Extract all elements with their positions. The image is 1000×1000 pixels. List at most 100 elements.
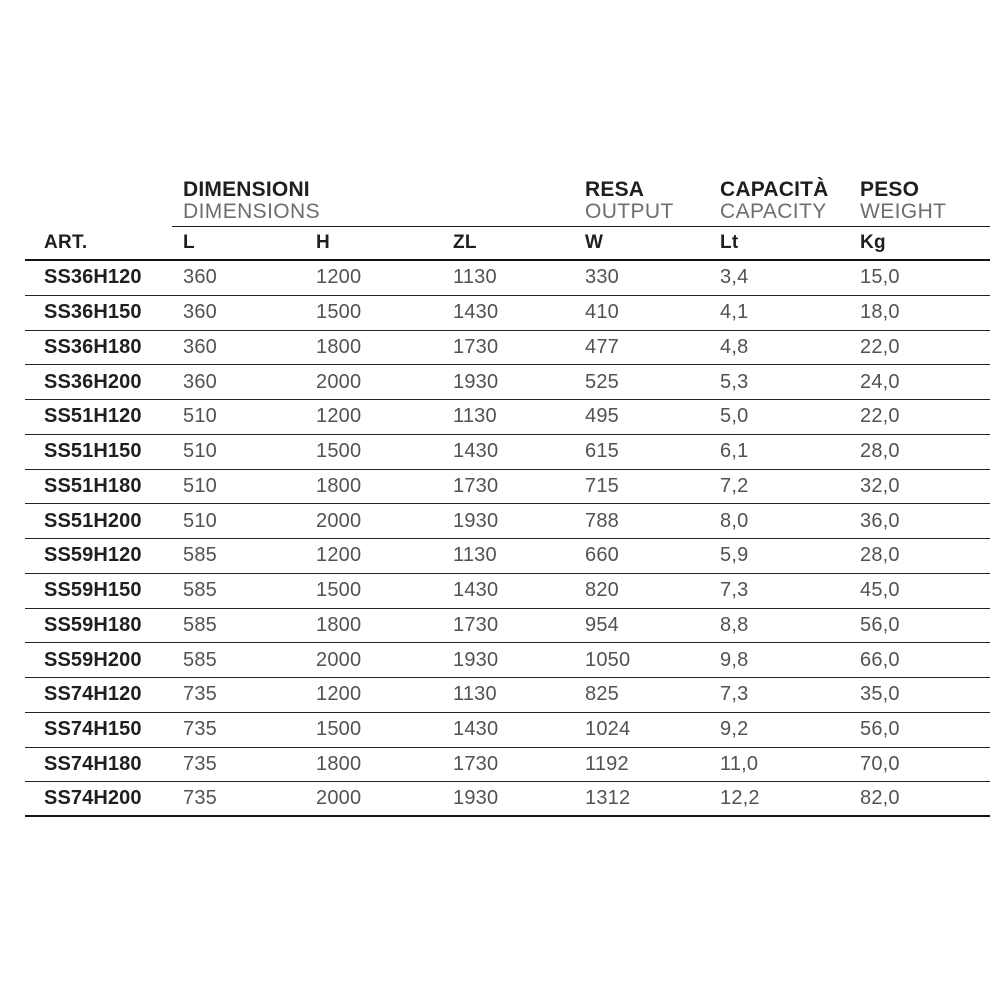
cell-kg: 24,0	[860, 370, 900, 393]
cell-lt: 9,8	[720, 648, 749, 671]
table-row: SS74H200 735 2000 1930 1312 12,2 82,0	[25, 782, 990, 817]
table-row: SS36H120 360 1200 1130 330 3,4 15,0	[25, 261, 990, 296]
cell-w: 788	[585, 509, 619, 532]
cell-zl: 1130	[453, 405, 497, 428]
table-row: SS36H150 360 1500 1430 410 4,1 18,0	[25, 296, 990, 331]
cell-art: SS59H120	[44, 544, 142, 567]
group-title-dimensions: DIMENSIONI	[183, 178, 310, 201]
cell-lt: 8,0	[720, 509, 749, 532]
cell-kg: 82,0	[860, 787, 900, 810]
cell-kg: 36,0	[860, 509, 900, 532]
cell-kg: 15,0	[860, 266, 900, 289]
cell-kg: 28,0	[860, 440, 900, 463]
cell-kg: 28,0	[860, 544, 900, 567]
cell-w: 1192	[585, 752, 629, 775]
cell-w: 615	[585, 440, 619, 463]
cell-art: SS51H180	[44, 474, 142, 497]
cell-h: 2000	[316, 509, 362, 532]
cell-h: 1500	[316, 579, 362, 602]
cell-l: 360	[183, 370, 217, 393]
group-header-row: DIMENSIONI DIMENSIONS RESA OUTPUT CAPACI…	[25, 170, 990, 226]
cell-kg: 66,0	[860, 648, 900, 671]
cell-zl: 1430	[453, 301, 499, 324]
cell-kg: 56,0	[860, 718, 900, 741]
cell-zl: 1930	[453, 648, 499, 671]
group-subtitle-dimensions: DIMENSIONS	[183, 200, 321, 223]
column-header-row: ART. L H ZL W Lt Kg	[25, 227, 990, 261]
cell-l: 585	[183, 544, 217, 567]
cell-zl: 1730	[453, 474, 499, 497]
cell-lt: 5,3	[720, 370, 749, 393]
cell-h: 1800	[316, 474, 362, 497]
cell-h: 1500	[316, 301, 362, 324]
cell-lt: 7,3	[720, 683, 749, 706]
cell-l: 510	[183, 509, 217, 532]
cell-w: 525	[585, 370, 619, 393]
cell-lt: 12,2	[720, 787, 760, 810]
spec-table: DIMENSIONI DIMENSIONS RESA OUTPUT CAPACI…	[25, 170, 990, 817]
cell-l: 510	[183, 474, 217, 497]
cell-l: 585	[183, 613, 217, 636]
cell-kg: 70,0	[860, 752, 900, 775]
cell-zl: 1730	[453, 613, 499, 636]
cell-lt: 3,4	[720, 266, 749, 289]
cell-w: 410	[585, 301, 619, 324]
cell-h: 2000	[316, 370, 362, 393]
cell-art: SS36H180	[44, 335, 142, 358]
cell-kg: 32,0	[860, 474, 900, 497]
cell-l: 510	[183, 405, 217, 428]
cell-kg: 18,0	[860, 301, 900, 324]
cell-zl: 1130	[453, 544, 497, 567]
cell-w: 1050	[585, 648, 631, 671]
cell-w: 495	[585, 405, 619, 428]
cell-h: 1200	[316, 405, 362, 428]
cell-l: 735	[183, 718, 217, 741]
table-row: SS36H180 360 1800 1730 477 4,8 22,0	[25, 331, 990, 366]
cell-w: 825	[585, 683, 619, 706]
cell-h: 1200	[316, 683, 362, 706]
group-subtitle-weight: WEIGHT	[860, 200, 947, 223]
cell-lt: 6,1	[720, 440, 749, 463]
cell-zl: 1430	[453, 579, 499, 602]
table-row: SS51H150 510 1500 1430 615 6,1 28,0	[25, 435, 990, 470]
group-header-spacer	[25, 170, 183, 226]
cell-art: SS74H120	[44, 683, 142, 706]
cell-w: 1024	[585, 718, 631, 741]
column-header-art: ART.	[44, 232, 88, 253]
cell-l: 360	[183, 301, 217, 324]
cell-w: 1312	[585, 787, 631, 810]
table-row: SS59H200 585 2000 1930 1050 9,8 66,0	[25, 643, 990, 678]
cell-kg: 22,0	[860, 405, 900, 428]
cell-h: 1800	[316, 613, 362, 636]
cell-zl: 1930	[453, 370, 499, 393]
cell-zl: 1130	[453, 266, 497, 289]
group-header-weight: PESO WEIGHT	[860, 170, 990, 226]
cell-l: 585	[183, 648, 217, 671]
cell-art: SS74H200	[44, 787, 142, 810]
cell-h: 2000	[316, 648, 362, 671]
cell-zl: 1930	[453, 509, 499, 532]
column-header-l: L	[183, 232, 195, 253]
column-header-lt: Lt	[720, 232, 739, 253]
cell-art: SS36H120	[44, 266, 142, 289]
table-row: SS74H120 735 1200 1130 825 7,3 35,0	[25, 678, 990, 713]
table-row: SS59H120 585 1200 1130 660 5,9 28,0	[25, 539, 990, 574]
cell-art: SS36H200	[44, 370, 142, 393]
cell-l: 510	[183, 440, 217, 463]
cell-art: SS51H150	[44, 440, 142, 463]
group-header-capacity: CAPACITÀ CAPACITY	[720, 170, 860, 226]
cell-zl: 1730	[453, 335, 499, 358]
table-row: SS59H180 585 1800 1730 954 8,8 56,0	[25, 609, 990, 644]
cell-art: SS59H150	[44, 579, 142, 602]
group-title-capacity: CAPACITÀ	[720, 178, 829, 201]
cell-art: SS59H200	[44, 648, 142, 671]
cell-l: 360	[183, 335, 217, 358]
cell-w: 330	[585, 266, 619, 289]
table-body: SS36H120 360 1200 1130 330 3,4 15,0 SS36…	[25, 261, 990, 817]
cell-h: 1200	[316, 544, 362, 567]
group-subtitle-capacity: CAPACITY	[720, 200, 827, 223]
cell-lt: 5,9	[720, 544, 749, 567]
cell-l: 735	[183, 752, 217, 775]
cell-lt: 4,1	[720, 301, 749, 324]
